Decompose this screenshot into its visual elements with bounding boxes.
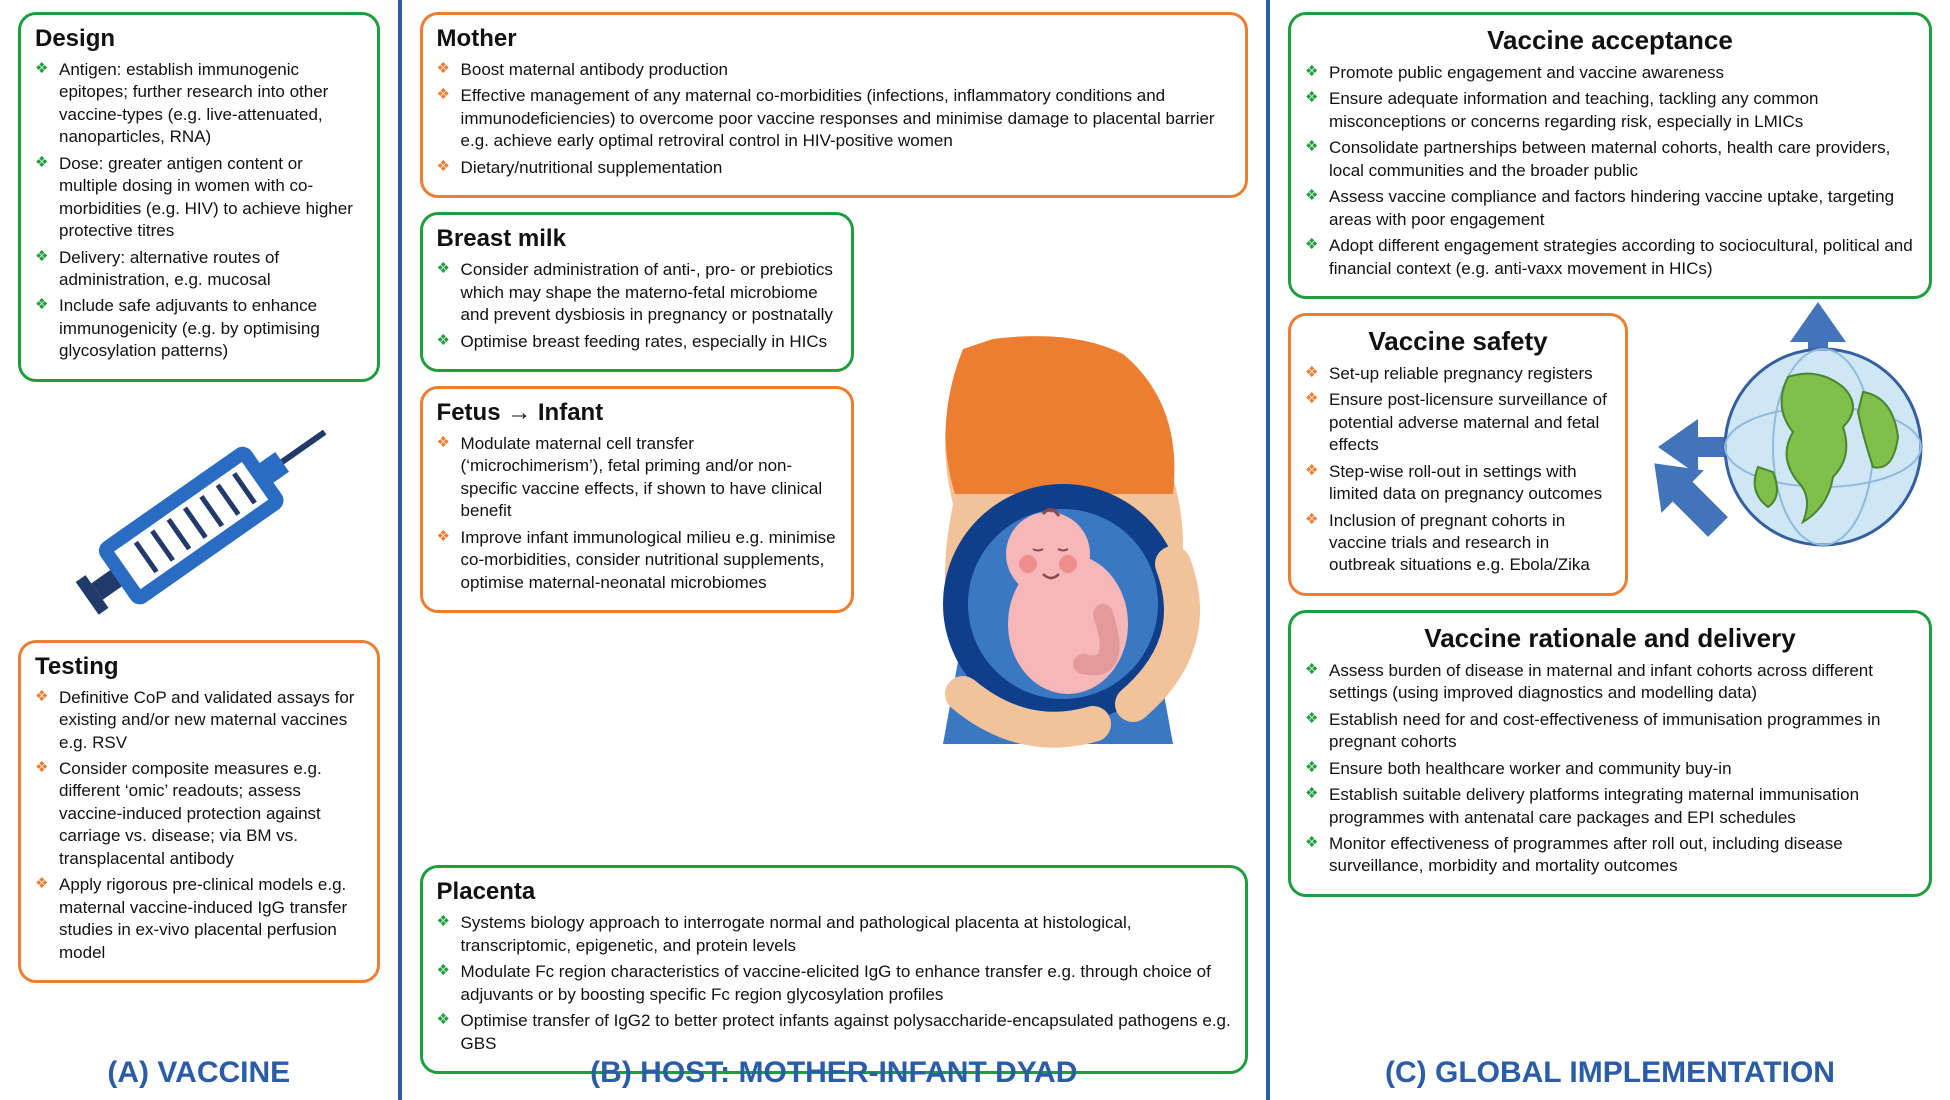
bullet-item: Modulate maternal cell transfer (‘microc… — [437, 433, 837, 523]
bullet-item: Consolidate partnerships between materna… — [1305, 137, 1915, 182]
mother-fetus-icon — [873, 304, 1243, 774]
card-mother: Mother Boost maternal antibody productio… — [420, 12, 1248, 198]
bullet-item: Set-up reliable pregnancy registers — [1305, 363, 1611, 385]
bullet-item: Boost maternal antibody production — [437, 59, 1231, 81]
bullet-item: Step-wise roll-out in settings with limi… — [1305, 461, 1611, 506]
infographic-columns: Design Antigen: establish immunogenic ep… — [0, 0, 1950, 1100]
bullet-item: Assess burden of disease in maternal and… — [1305, 660, 1915, 705]
card-title: Mother — [437, 25, 1231, 53]
bullet-item: Apply rigorous pre-clinical models e.g. … — [35, 874, 363, 964]
bullet-item: Antigen: establish immunogenic epitopes;… — [35, 59, 363, 149]
bullet-item: Ensure both healthcare worker and commun… — [1305, 758, 1915, 780]
bullet-item: Include safe adjuvants to enhance immuno… — [35, 295, 363, 362]
bullet-item: Establish need for and cost-effectivenes… — [1305, 709, 1915, 754]
card-design: Design Antigen: establish immunogenic ep… — [18, 12, 380, 382]
bullet-item: Adopt different engagement strategies ac… — [1305, 235, 1915, 280]
card-list: Definitive CoP and validated assays for … — [35, 687, 363, 964]
bullet-item: Dietary/nutritional supplementation — [437, 157, 1231, 179]
bullet-item: Establish suitable delivery platforms in… — [1305, 784, 1915, 829]
column-vaccine: Design Antigen: establish immunogenic ep… — [0, 0, 398, 1100]
syringe-illustration — [18, 404, 380, 624]
card-title: Design — [35, 25, 363, 53]
syringe-icon — [39, 409, 359, 619]
bullet-item: Promote public engagement and vaccine aw… — [1305, 62, 1915, 84]
bullet-item: Modulate Fc region characteristics of va… — [437, 961, 1231, 1006]
card-title: Vaccine safety — [1305, 326, 1611, 357]
column-label-a: (A) VACCINE — [0, 1056, 398, 1090]
card-list: Boost maternal antibody production Effect… — [437, 59, 1231, 179]
card-breastmilk: Breast milk Consider administration of a… — [420, 212, 854, 372]
card-testing: Testing Definitive CoP and validated ass… — [18, 640, 380, 983]
column-label-b: (B) HOST: MOTHER-INFANT DYAD — [402, 1056, 1266, 1090]
card-list: Set-up reliable pregnancy registers Ensur… — [1305, 363, 1611, 577]
globe-with-arrows-icon — [1638, 297, 1938, 597]
card-title: Vaccine rationale and delivery — [1305, 623, 1915, 654]
card-list: Assess burden of disease in maternal and… — [1305, 660, 1915, 878]
card-list: Promote public engagement and vaccine aw… — [1305, 62, 1915, 280]
card-list: Antigen: establish immunogenic epitopes;… — [35, 59, 363, 363]
card-list: Systems biology approach to interrogate … — [437, 912, 1231, 1055]
column-host: Mother Boost maternal antibody productio… — [402, 0, 1266, 1100]
bullet-item: Assess vaccine compliance and factors hi… — [1305, 186, 1915, 231]
bullet-item: Ensure adequate information and teaching… — [1305, 88, 1915, 133]
card-rationale: Vaccine rationale and delivery Assess bu… — [1288, 610, 1932, 897]
card-title: Placenta — [437, 878, 1231, 906]
card-list: Modulate maternal cell transfer (‘microc… — [437, 433, 837, 594]
pregnancy-illustration — [868, 212, 1248, 865]
card-title: Fetus → Infant — [437, 399, 837, 427]
card-placenta: Placenta Systems biology approach to int… — [420, 865, 1248, 1074]
bullet-item: Consider composite measures e.g. differe… — [35, 758, 363, 870]
globe-illustration — [1638, 317, 1938, 577]
bullet-item: Improve infant immunological milieu e.g.… — [437, 527, 837, 594]
card-safety: Vaccine safety Set-up reliable pregnancy… — [1288, 313, 1628, 596]
card-fetus: Fetus → Infant Modulate maternal cell tr… — [420, 386, 854, 613]
card-list: Consider administration of anti-, pro- o… — [437, 259, 837, 353]
bullet-item: Ensure post-licensure surveillance of po… — [1305, 389, 1611, 456]
column-global: Vaccine acceptance Promote public engage… — [1270, 0, 1950, 1100]
bullet-item: Monitor effectiveness of programmes afte… — [1305, 833, 1915, 878]
bullet-item: Inclusion of pregnant cohorts in vaccine… — [1305, 510, 1611, 577]
card-title: Testing — [35, 653, 363, 681]
bullet-item: Optimise breast feeding rates, especiall… — [437, 331, 837, 353]
bullet-item: Effective management of any maternal co-… — [437, 85, 1231, 152]
column-label-c: (C) GLOBAL IMPLEMENTATION — [1270, 1056, 1950, 1090]
bullet-item: Systems biology approach to interrogate … — [437, 912, 1231, 957]
card-title: Vaccine acceptance — [1305, 25, 1915, 56]
card-title: Breast milk — [437, 225, 837, 253]
bullet-item: Delivery: alternative routes of administ… — [35, 247, 363, 292]
bullet-item: Consider administration of anti-, pro- o… — [437, 259, 837, 326]
bullet-item: Optimise transfer of IgG2 to better prot… — [437, 1010, 1231, 1055]
bullet-item: Definitive CoP and validated assays for … — [35, 687, 363, 754]
card-acceptance: Vaccine acceptance Promote public engage… — [1288, 12, 1932, 299]
bullet-item: Dose: greater antigen content or multipl… — [35, 153, 363, 243]
